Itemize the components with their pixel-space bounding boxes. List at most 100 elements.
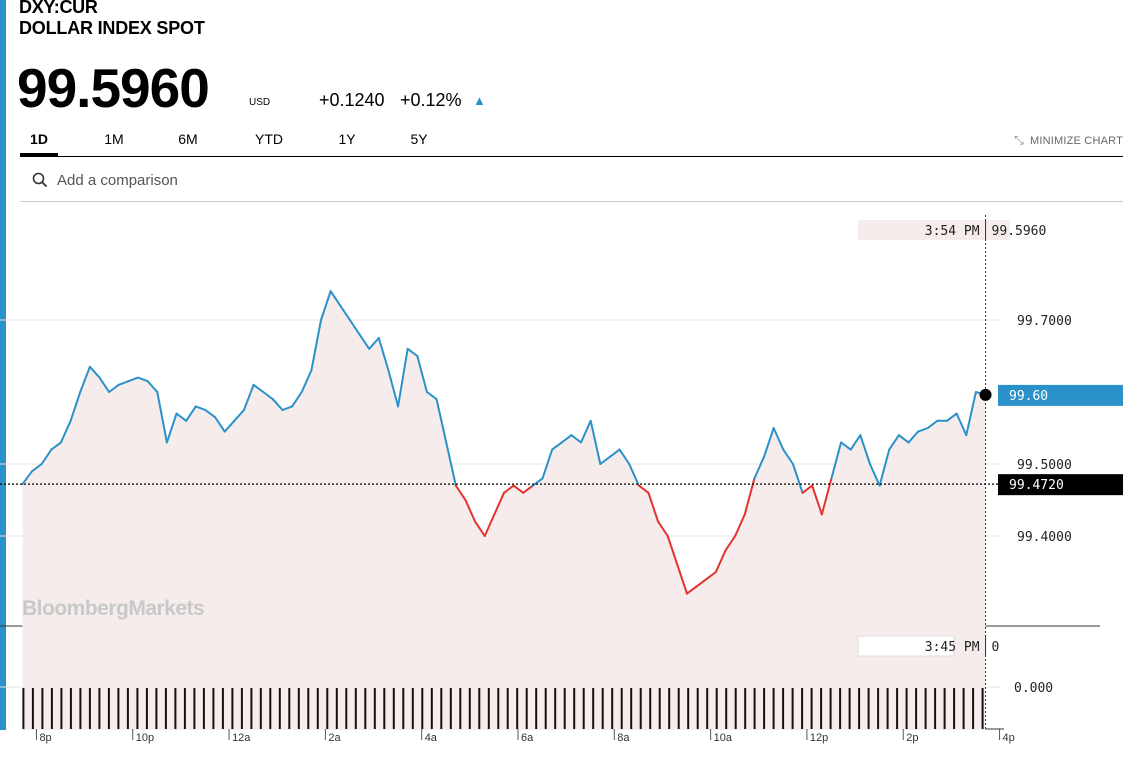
volume-bar [972,688,975,729]
volume-bar [924,688,927,729]
price-change: +0.1240 [319,90,385,110]
price-line-segment [21,470,34,486]
x-tick-label: 4p [1003,732,1015,744]
volume-bar [459,688,462,729]
price-line-segment [734,513,746,537]
volume-bar [934,688,937,729]
price-line-segment [570,434,583,444]
last-price: 99.5960 [17,57,210,119]
volume-bar [231,688,234,729]
price-line-segment [676,563,688,595]
previous-close-label: 99.4720 [1009,478,1064,493]
price-line-segment [435,398,448,444]
price-line-segment [445,441,457,487]
volume-bar [316,688,319,729]
price-line-segment [503,484,515,494]
price-line-segment [165,412,178,444]
minimize-chart-button[interactable]: ⤡ MINIMIZE CHART [1014,133,1123,148]
volume-bar [60,688,63,729]
price-line-segment [31,463,43,473]
price-line-segment [608,448,621,458]
volume-bar [658,688,661,729]
price-line-segment [965,391,977,437]
price-line-segment [628,463,640,487]
price-line-segment [695,578,708,588]
price-line-segment [705,571,717,581]
volume-bar [687,688,690,729]
volume-bar [69,688,72,729]
x-tick-label: 6a [521,732,534,744]
price-line-segment [88,365,101,379]
volume-bar [269,688,272,729]
volume-bar [649,688,652,729]
price-line-segment [714,549,727,573]
volume-bar [88,688,91,729]
price-line-segment [310,319,323,372]
price-line-segment [551,441,563,451]
price-line-segment [397,347,409,408]
volume-bar [829,688,832,729]
price-line-segment [98,376,111,393]
volume-bar [411,688,414,729]
x-tick-label: 10p [136,732,154,744]
ticker-symbol: DXY:CUR [19,0,98,17]
price-line-segment [878,448,891,487]
tab-1y[interactable]: 1Y [338,131,356,147]
tab-5y[interactable]: 5Y [410,131,428,147]
volume-bar [326,688,329,729]
volume-bar [278,688,281,729]
volume-tooltip-bg [857,635,955,657]
volume-bar [250,688,253,729]
volume-bar [839,688,842,729]
volume-bar [174,688,177,729]
price-line-segment [859,434,871,465]
volume-bar [962,688,965,729]
volume-bar [943,688,946,729]
search-placeholder: Add a comparison [57,172,178,189]
price-line-segment [560,434,573,444]
volume-bar [497,688,500,729]
minimize-icon: ⤡ [1014,133,1024,147]
y-tick-label: 99.5000 [1017,458,1072,473]
y-tick-label: 99.4000 [1017,530,1072,545]
price-line-segment [464,499,477,523]
price-line-segment [589,419,602,465]
x-tick-label: 10a [714,732,733,744]
price-line-segment [387,369,400,408]
tab-1d[interactable]: 1D [20,131,58,156]
volume-bar [193,688,196,729]
price-line-segment [79,365,91,393]
volume-bar [725,688,728,729]
volume-bar [487,688,490,729]
price-line-segment [271,398,284,411]
tab-1m[interactable]: 1M [104,131,124,147]
x-tick-label: 8a [617,732,630,744]
price-line-segment [483,513,496,537]
price-line-segment [493,491,505,516]
x-tick-label: 4a [425,732,438,744]
volume-bar [98,688,101,729]
volume-bar [525,688,528,729]
price-line-segment [657,520,669,537]
volume-time-label: 3:45 PM [925,640,980,655]
crosshair-time-label: 3:54 PM [925,224,980,239]
minimize-chart-label: MINIMIZE CHART [1029,135,1123,147]
price-line-segment [185,405,197,422]
tab-6m[interactable]: 6M [178,131,198,147]
volume-y-tick-label: 0.000 [1014,681,1053,696]
volume-bar [79,688,82,729]
volume-bars [22,688,984,729]
volume-bar [535,688,538,729]
price-line-segment [425,391,438,401]
price-line-segment [146,380,159,393]
last-point-marker [979,388,992,401]
watermark: BloombergMarkets [22,597,204,620]
price-line-segment [474,520,486,537]
price-line-segment [127,376,140,383]
volume-bar [50,688,53,729]
x-tick-label: 12a [232,732,251,744]
left-accent-bar [0,0,6,730]
tab-ytd[interactable]: YTD [255,131,283,147]
volume-bar [383,688,386,729]
